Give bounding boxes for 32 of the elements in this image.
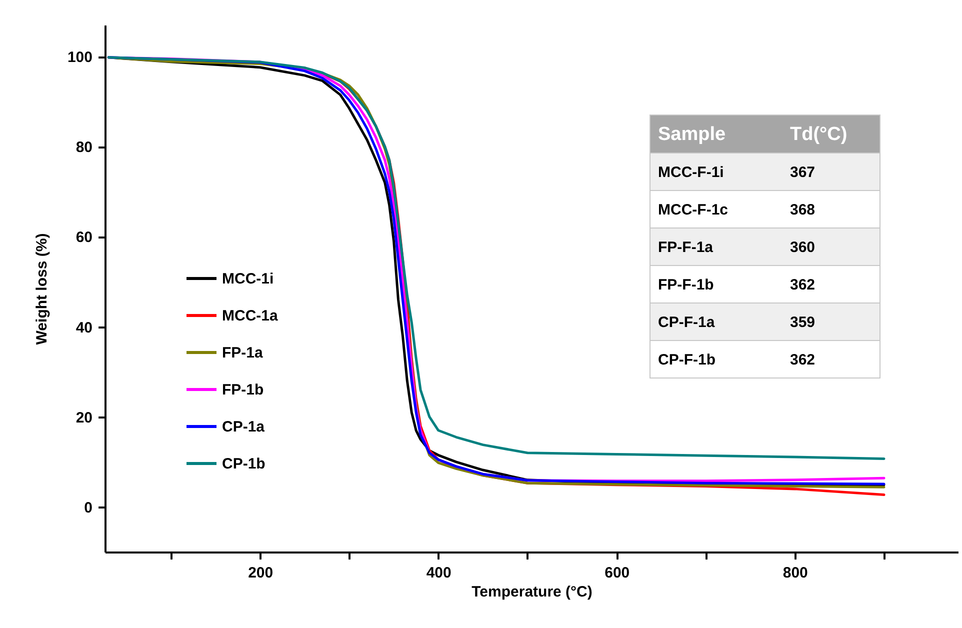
legend-label: MCC-1i [222, 270, 274, 288]
annotation: MCC-F-1i [658, 164, 724, 181]
annotation: Td(°C) [790, 124, 848, 145]
legend-label: CP-1b [222, 456, 266, 472]
y-tick-label: 40 [76, 319, 92, 336]
annotation: 359 [790, 314, 816, 331]
legend-label: FP-1a [222, 344, 264, 362]
x-tick-label: 400 [426, 564, 452, 582]
annotation: 367 [790, 164, 816, 181]
x-tick-label: 600 [604, 564, 630, 582]
annotation: FP-F-1b [658, 276, 714, 294]
x-axis-title: Temperature (°C) [472, 584, 592, 600]
y-tick-label: 80 [76, 139, 92, 156]
annotation: FP-F-1a [658, 238, 714, 256]
y-tick-label: 0 [84, 499, 92, 516]
annotation: 360 [790, 238, 816, 256]
annotation: 362 [790, 351, 816, 368]
y-tick-label: 100 [67, 49, 92, 66]
y-axis-title: Weight loss (%) [33, 233, 50, 345]
annotation: Sample [658, 124, 726, 145]
legend-label: MCC-1a [222, 308, 278, 324]
annotation: MCC-F-1c [658, 201, 728, 218]
legend-label: FP-1b [222, 382, 264, 398]
annotation: CP-F-1a [658, 314, 716, 331]
annotation: 362 [790, 276, 816, 294]
y-tick-label: 20 [76, 409, 92, 426]
annotation: CP-F-1b [658, 351, 716, 368]
annotation: 368 [790, 201, 816, 218]
y-tick-label: 60 [76, 229, 92, 246]
legend-label: CP-1a [222, 418, 266, 436]
x-tick-label: 200 [248, 564, 274, 582]
x-tick-label: 800 [782, 564, 808, 582]
